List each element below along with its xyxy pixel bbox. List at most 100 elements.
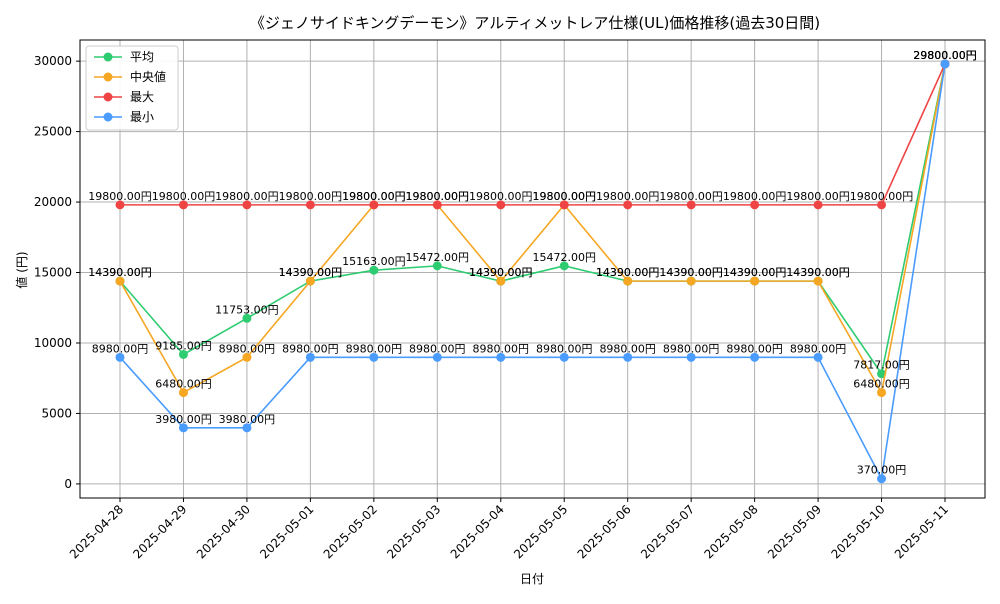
data-label-0: 14390.00円 — [596, 266, 660, 279]
data-label-1: 19800.00円 — [406, 190, 470, 203]
x-tick-label: 2025-05-11 — [892, 502, 951, 561]
data-label-2: 19800.00円 — [786, 190, 850, 203]
data-label-0: 15163.00円 — [342, 255, 406, 268]
data-label-3: 8980.00円 — [726, 342, 783, 355]
series-line-1 — [119, 63, 946, 395]
data-label-0: 14390.00円 — [469, 266, 533, 279]
series-point-2 — [559, 200, 569, 210]
series — [115, 59, 950, 484]
series-point-3 — [305, 352, 315, 362]
x-tick-label: 2025-05-04 — [448, 502, 507, 561]
data-label-2: 29800.00円 — [913, 49, 977, 62]
series-point-1 — [623, 276, 633, 286]
data-label-3: 8980.00円 — [599, 342, 656, 355]
series-point-3 — [115, 352, 125, 362]
data-label-2: 19800.00円 — [850, 190, 914, 203]
data-label-2: 19800.00円 — [215, 190, 279, 203]
data-label-1: 14390.00円 — [279, 266, 343, 279]
series-point-2 — [813, 200, 823, 210]
y-tick-label: 25000 — [34, 125, 72, 139]
series-point-3 — [496, 352, 506, 362]
data-label-1: 8980.00円 — [219, 342, 276, 355]
series-point-2 — [369, 200, 379, 210]
legend-label: 最小 — [130, 110, 154, 124]
data-label-0: 14390.00円 — [659, 266, 723, 279]
series-point-0 — [178, 349, 188, 359]
data-label-3: 3980.00円 — [219, 413, 276, 426]
y-tick-label: 5000 — [41, 406, 72, 420]
data-label-3: 8980.00円 — [536, 342, 593, 355]
series-point-3 — [877, 474, 887, 484]
data-label-3: 370.00円 — [857, 464, 907, 477]
x-tick-label: 2025-05-07 — [638, 502, 697, 561]
series-point-3 — [432, 352, 442, 362]
data-label-0: 15472.00円 — [406, 251, 470, 264]
data-label-0: 11753.00円 — [215, 303, 279, 316]
data-label-3: 8980.00円 — [346, 342, 403, 355]
series-point-3 — [242, 423, 252, 433]
data-label-0: 14390.00円 — [786, 266, 850, 279]
series-point-3 — [178, 423, 188, 433]
series-point-1 — [178, 388, 188, 398]
x-tick-label: 2025-05-01 — [257, 502, 316, 561]
series-point-1 — [877, 388, 887, 398]
data-label-3: 8980.00円 — [663, 342, 720, 355]
data-label-1: 6480.00円 — [155, 378, 212, 391]
x-tick-label: 2025-04-29 — [130, 502, 189, 561]
x-tick-label: 2025-05-08 — [702, 502, 761, 561]
series-point-3 — [686, 352, 696, 362]
x-tick-label: 2025-04-30 — [194, 502, 253, 561]
series-point-3 — [369, 352, 379, 362]
data-label-2: 19800.00円 — [532, 190, 596, 203]
series-point-3 — [559, 352, 569, 362]
legend-box — [85, 45, 179, 131]
data-label-3: 8980.00円 — [282, 342, 339, 355]
series-point-1 — [750, 276, 760, 286]
data-label-1: 14390.00円 — [469, 266, 533, 279]
data-label-3: 3980.00円 — [155, 413, 212, 426]
series-line-3 — [119, 63, 946, 482]
series-point-2 — [432, 200, 442, 210]
data-label-0: 14390.00円 — [88, 266, 152, 279]
data-label-2: 19800.00円 — [659, 190, 723, 203]
data-label-1: 14390.00円 — [659, 266, 723, 279]
data-label-1: 6480.00円 — [853, 378, 910, 391]
series-point-1 — [686, 276, 696, 286]
x-tick-label: 2025-05-10 — [828, 502, 887, 561]
data-label-0: 9185.00円 — [155, 339, 212, 352]
x-tick-label: 2025-05-06 — [575, 502, 634, 561]
series-point-0 — [432, 261, 442, 271]
series-point-0 — [559, 261, 569, 271]
series-point-3 — [813, 352, 823, 362]
data-label-0: 14390.00円 — [723, 266, 787, 279]
data-label-3: 8980.00円 — [92, 342, 149, 355]
data-label-2: 19800.00円 — [596, 190, 660, 203]
legend-marker — [103, 112, 113, 122]
data-label-1: 14390.00円 — [723, 266, 787, 279]
series-point-1 — [496, 276, 506, 286]
x-tick-label: 2025-04-28 — [67, 502, 126, 561]
series-point-0 — [369, 265, 379, 275]
data-label-0: 15472.00円 — [532, 251, 596, 264]
legend-label: 最大 — [130, 90, 154, 104]
data-labels: 14390.00円9185.00円11753.00円14390.00円15163… — [88, 49, 977, 477]
legend-label: 平均 — [130, 50, 154, 64]
data-label-1: 14390.00円 — [88, 266, 152, 279]
y-tick-label: 15000 — [34, 266, 72, 280]
data-label-0: 7817.00円 — [853, 359, 910, 372]
data-label-2: 19800.00円 — [406, 190, 470, 203]
x-tick-label: 2025-05-02 — [321, 502, 380, 561]
series-point-1 — [115, 276, 125, 286]
series-point-1 — [242, 352, 252, 362]
data-label-0: 29800.00円 — [913, 49, 977, 62]
series-point-2 — [750, 200, 760, 210]
data-label-2: 19800.00円 — [279, 190, 343, 203]
legend-label: 中央値 — [130, 69, 166, 84]
y-tick-label: 10000 — [34, 336, 72, 350]
plot-frame — [79, 39, 986, 499]
data-label-2: 19800.00円 — [152, 190, 216, 203]
chart-title: 《ジェノサイドキングデーモン》アルティメットレア仕様(UL)価格推移(過去30日… — [250, 14, 820, 32]
